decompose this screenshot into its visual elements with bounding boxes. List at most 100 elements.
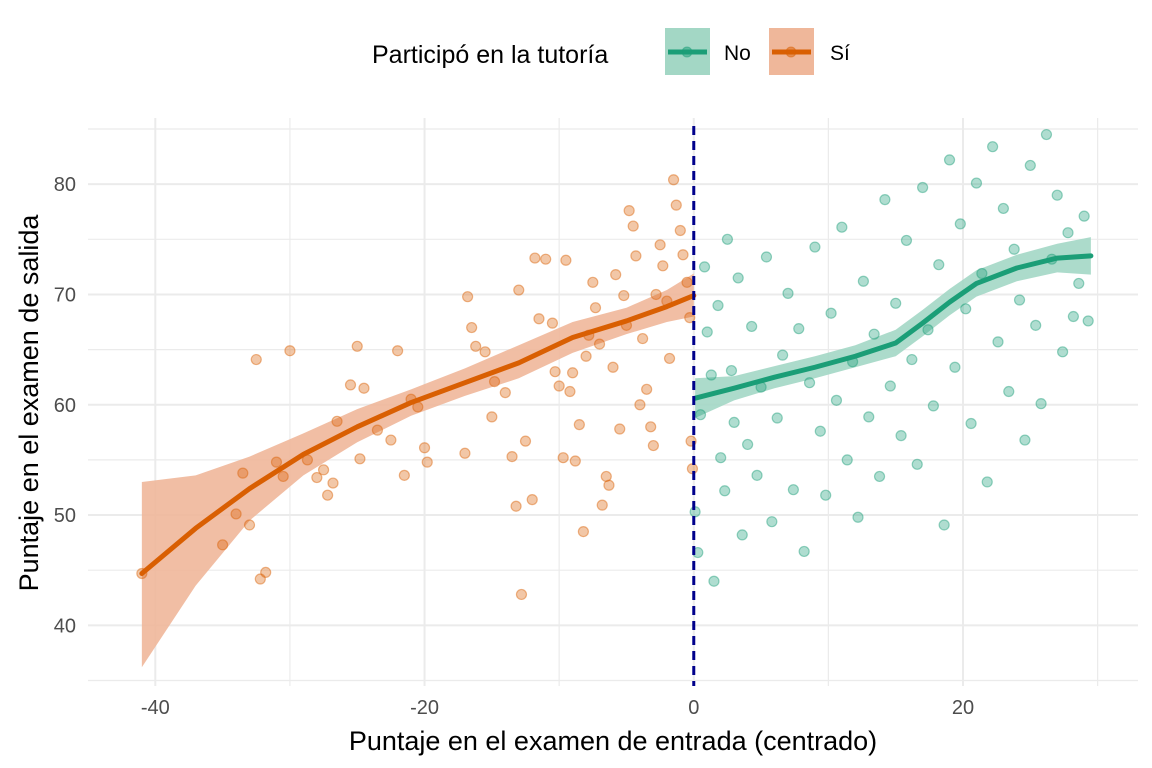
data-point-si <box>684 312 696 324</box>
legend-title: Participó en la tutoría <box>372 41 608 69</box>
data-point-si <box>637 332 649 345</box>
data-point-no <box>1062 227 1074 239</box>
data-point-no <box>836 221 848 233</box>
data-point-si <box>546 317 559 329</box>
data-point-si <box>577 525 589 538</box>
data-point-si <box>647 439 659 452</box>
data-point-no <box>873 470 886 483</box>
data-point-si <box>603 479 615 491</box>
data-point-no <box>863 411 875 423</box>
data-point-si <box>549 366 561 378</box>
data-point-no <box>787 484 799 496</box>
data-point-si <box>260 566 272 579</box>
data-point-no <box>712 299 724 312</box>
data-point-si <box>529 252 541 264</box>
data-point-si <box>657 260 669 272</box>
data-point-no <box>1035 398 1047 410</box>
data-point-si <box>667 174 680 186</box>
data-point-no <box>793 323 805 335</box>
data-point-si <box>540 253 552 265</box>
data-point-no <box>900 234 913 247</box>
data-point-si <box>418 442 431 454</box>
data-point-si <box>499 387 511 399</box>
data-point-no <box>976 267 988 280</box>
data-point-no <box>987 141 999 153</box>
data-point-si <box>681 276 693 288</box>
data-point-no <box>857 275 869 287</box>
data-point-si <box>614 423 626 435</box>
data-point-si <box>519 435 532 447</box>
data-point-si <box>526 494 538 506</box>
data-point-no <box>879 194 891 206</box>
data-point-no <box>933 259 945 271</box>
data-point-si <box>641 383 653 395</box>
data-point-si <box>557 452 569 464</box>
y-tick-label: 60 <box>54 395 76 417</box>
data-point-si <box>580 350 592 362</box>
data-point-si <box>488 375 501 388</box>
data-point-si <box>254 573 266 585</box>
data-point-no <box>1030 319 1042 331</box>
data-point-no <box>809 241 821 253</box>
data-point-no <box>852 511 864 523</box>
data-point-si <box>331 415 343 427</box>
data-point-no <box>725 364 738 377</box>
x-tick-label: 0 <box>688 697 699 719</box>
data-point-no <box>766 516 778 528</box>
data-point-si <box>596 499 608 511</box>
data-point-si <box>250 353 262 366</box>
data-point-no <box>708 575 720 587</box>
data-point-si <box>486 411 498 423</box>
legend-item-no: No <box>665 28 751 75</box>
data-point-no <box>803 377 816 389</box>
data-point-no <box>777 349 789 361</box>
data-point-no <box>1013 294 1026 306</box>
data-point-no <box>1008 243 1020 255</box>
data-point-no <box>1067 310 1079 323</box>
data-point-no <box>943 154 956 166</box>
data-point-no <box>742 438 754 451</box>
data-point-si <box>358 382 370 394</box>
x-tick-label: 20 <box>952 697 974 719</box>
data-point-si <box>392 345 404 357</box>
legend-point-si <box>785 46 797 58</box>
data-point-no <box>997 202 1009 215</box>
x-tick-label: -40 <box>141 697 170 719</box>
data-point-si <box>553 380 565 392</box>
data-point-no <box>841 454 853 466</box>
legend-item-si: Sí <box>769 28 850 75</box>
x-axis-title: Puntaje en el examen de entrada (centrad… <box>349 726 877 756</box>
data-point-si <box>462 291 474 303</box>
data-point-si <box>515 588 528 601</box>
data-point-no <box>970 177 983 189</box>
data-point-no <box>736 529 748 541</box>
data-point-si <box>322 489 334 501</box>
data-point-si <box>589 302 602 314</box>
data-point-no <box>694 409 707 421</box>
data-point-si <box>237 467 249 479</box>
smooth-lines <box>139 253 1094 577</box>
data-point-si <box>630 250 642 262</box>
data-point-no <box>954 218 966 230</box>
y-axis-ticks: 40 50 60 70 80 <box>54 174 76 637</box>
data-point-si <box>270 456 283 468</box>
data-point-si <box>670 199 682 211</box>
data-point-si <box>506 450 518 463</box>
data-point-no <box>719 485 731 497</box>
y-tick-label: 80 <box>54 174 76 196</box>
data-point-no <box>1019 434 1031 446</box>
data-point-si <box>470 340 482 352</box>
data-point-no <box>771 412 783 424</box>
data-point-no <box>1051 189 1063 201</box>
data-point-si <box>317 464 330 476</box>
data-point-no <box>728 416 740 429</box>
data-point-no <box>825 307 837 319</box>
data-point-si <box>607 361 619 373</box>
data-point-si <box>560 254 572 266</box>
data-point-si <box>634 399 646 411</box>
smooth-line-si <box>139 293 697 577</box>
data-point-si <box>327 477 339 489</box>
legend-point-no <box>681 46 693 58</box>
data-point-no <box>938 519 950 531</box>
